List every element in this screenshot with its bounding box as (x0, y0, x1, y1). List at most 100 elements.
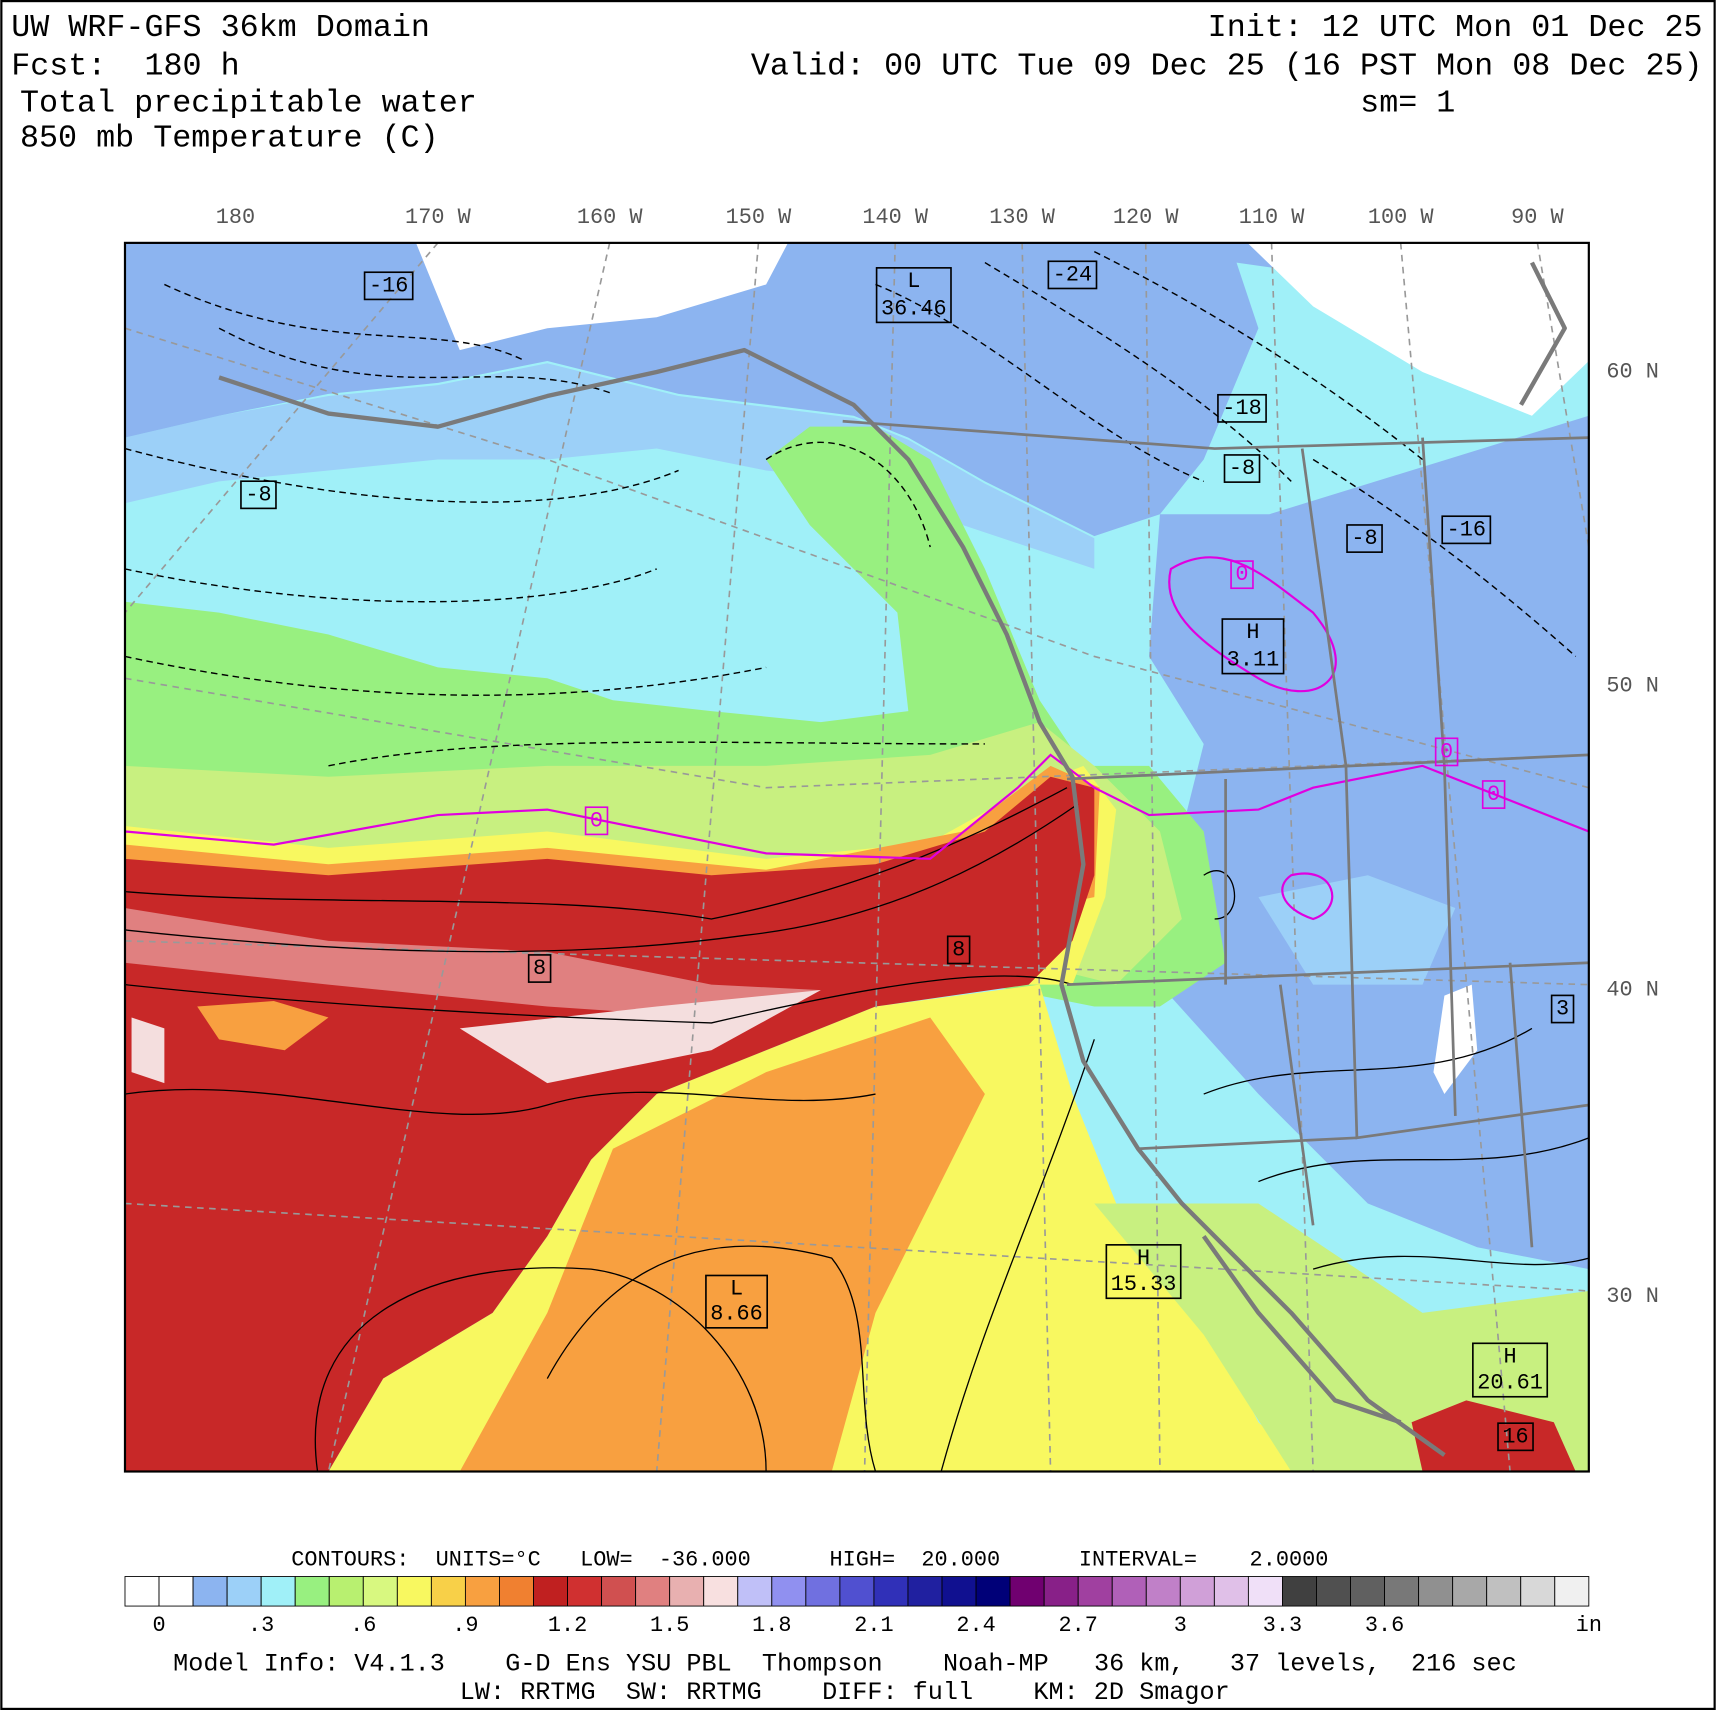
longitude-label: 180 (216, 205, 255, 230)
colorbar-swatch (464, 1576, 500, 1607)
contour-label: 3 (1550, 994, 1575, 1024)
label-box (1105, 1244, 1182, 1300)
temperature-contours-positive (124, 787, 1589, 1472)
colorbar-label: 2.4 (956, 1613, 995, 1638)
label-box (527, 954, 552, 983)
colorbar-swatch (1418, 1576, 1454, 1607)
colorbar-swatch (805, 1576, 841, 1607)
center-symbol: H (1246, 620, 1259, 645)
pw-region (1258, 875, 1456, 985)
colorbar-swatch (1111, 1576, 1147, 1607)
colorbar-swatch (1350, 1576, 1386, 1607)
borders (842, 419, 1589, 1248)
label-box (1441, 515, 1492, 545)
contour-value: -8 (1351, 526, 1377, 551)
colorbar-swatch (328, 1576, 364, 1607)
colorbar-label: .9 (452, 1613, 478, 1638)
model-info: Model Info: V4.1.3 G-D Ens YSU PBL Thomp… (173, 1650, 1517, 1679)
colorbar-swatch (635, 1576, 671, 1607)
center-value: 20.61 (1477, 1371, 1543, 1396)
coastlines (218, 261, 1567, 1457)
pw-region (131, 1017, 165, 1084)
label-box (1434, 737, 1459, 767)
contour-label: -8 (1346, 524, 1383, 553)
longitude-label: 140 W (862, 205, 929, 230)
pw-region (1138, 415, 1589, 1270)
graticule (124, 242, 1589, 1472)
colorbar-swatch (430, 1576, 466, 1607)
contour-value: -16 (1447, 517, 1486, 542)
latitude-label: 30 N (1606, 1284, 1659, 1309)
contour-value: -8 (245, 482, 271, 507)
colorbar-swatch (601, 1576, 637, 1607)
colorbar-swatch (703, 1576, 739, 1607)
colorbar-swatch (294, 1576, 330, 1607)
contour-value: 8 (952, 937, 965, 962)
colorbar-swatch (1520, 1576, 1556, 1607)
colorbar-swatch (533, 1576, 568, 1607)
label-box (1472, 1342, 1549, 1398)
label-box (1230, 560, 1254, 590)
forecast-hour: Fcst: 180 h (11, 48, 239, 84)
contour-value: 0 (1487, 782, 1500, 807)
colorbar-swatch (1384, 1576, 1420, 1607)
contour-value: -16 (369, 273, 408, 298)
longitude-label: 170 W (405, 205, 472, 230)
label-box (584, 806, 609, 836)
colorbar-swatch (260, 1576, 296, 1607)
contour-value: -24 (1053, 262, 1092, 287)
colorbar-swatch (226, 1576, 262, 1607)
contour-value: 0 (1440, 739, 1453, 764)
latitude-label: 50 N (1606, 673, 1659, 698)
colorbar: 0 .3 .6 .9 1.2 1.5 1.8 2.1 2.4 2.7 3 3.3 3.6 in (124, 1576, 1602, 1638)
label-box (705, 1274, 769, 1329)
label-box (1217, 393, 1267, 423)
pw-region (459, 1017, 985, 1472)
model-info: LW: RRTMG SW: RRTMG DIFF: full KM: 2D Sm… (460, 1678, 1230, 1707)
contour-value: 0 (590, 808, 603, 833)
label-box (1346, 524, 1383, 553)
pressure-center: H3.11 (1221, 618, 1285, 675)
longitude-label: 150 W (726, 205, 793, 230)
colorbar-swatch (1213, 1576, 1249, 1607)
colorbar-label: .3 (248, 1613, 274, 1638)
contour-value: -18 (1222, 396, 1261, 421)
center-symbol: L (907, 269, 920, 294)
colorbar-swatch (1145, 1576, 1181, 1607)
valid-time: Valid: 00 UTC Tue 09 Dec 25 (16 PST Mon … (751, 48, 1703, 84)
title: UW WRF-GFS 36km Domain (11, 10, 430, 46)
center-symbol: L (730, 1277, 743, 1302)
colorbar-swatch (1247, 1576, 1283, 1607)
colorbar-swatch (1077, 1576, 1113, 1607)
colorbar-swatch (499, 1576, 534, 1607)
pw-region (124, 363, 1095, 569)
longitude-label: 110 W (1239, 205, 1306, 230)
colorbar-label: in (1576, 1613, 1602, 1638)
colorbar-swatch (192, 1576, 228, 1607)
pressure-center: L8.66 (705, 1274, 769, 1329)
colorbar-label: 1.2 (548, 1613, 587, 1638)
pressure-center: L36.46 (875, 267, 952, 324)
colorbar-swatch (1009, 1576, 1045, 1607)
colorbar-swatch (1043, 1576, 1079, 1607)
field-name: Total precipitable water (20, 86, 477, 122)
colorbar-swatch (975, 1576, 1011, 1607)
colorbar-swatch (1554, 1576, 1590, 1607)
colorbar-swatch (941, 1576, 977, 1607)
colorbar-label: .6 (350, 1613, 376, 1638)
colorbar-label: 2.1 (854, 1613, 893, 1638)
center-value: 36.46 (881, 296, 947, 321)
label-box (946, 935, 971, 965)
colorbar-swatch (362, 1576, 398, 1607)
center-symbol: H (1503, 1344, 1516, 1369)
longitude-label: 120 W (1113, 205, 1180, 230)
contour-label: -8 (240, 480, 277, 510)
contour-label: -16 (363, 271, 414, 301)
pw-region (124, 908, 821, 1018)
longitude-label: 90 W (1511, 205, 1564, 230)
pressure-center: H15.33 (1105, 1244, 1182, 1300)
contour-value: 16 (1502, 1424, 1528, 1449)
colorbar-label: 1.8 (752, 1613, 791, 1638)
longitude-label: 130 W (989, 205, 1056, 230)
